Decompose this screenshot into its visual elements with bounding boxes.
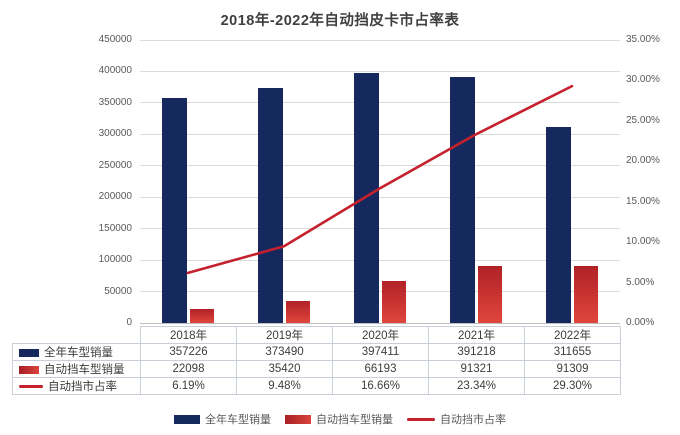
legend-label: 自动挡车型销量: [316, 414, 393, 426]
table-year-header: 2018年: [140, 326, 237, 344]
series-label: 自动挡车型销量: [44, 364, 125, 376]
table-row: 全年车型销量 357226 373490 397411 391218 311655: [12, 343, 621, 361]
left-axis-tick: 150000: [98, 222, 132, 234]
left-axis-tick: 200000: [98, 191, 132, 203]
gridline: [140, 102, 620, 104]
table-value-cell: 91321: [428, 360, 525, 378]
bar-red-swatch-icon: [19, 365, 39, 374]
gridline: [140, 70, 620, 72]
bar-全年车型销量: [258, 88, 283, 323]
bar-自动挡车型销量: [286, 300, 310, 323]
bar-navy-swatch-icon: [19, 348, 39, 357]
legend-label: 全年车型销量: [205, 414, 271, 426]
series-label: 自动挡市占率: [48, 381, 117, 393]
gridline: [140, 196, 620, 198]
table-value-cell: 29.30%: [524, 377, 621, 395]
table-row-label: 自动挡市占率: [12, 377, 141, 395]
right-axis-tick: 30.00%: [626, 74, 660, 86]
gridline: [140, 165, 620, 167]
bar-全年车型销量: [450, 76, 475, 323]
left-axis-tick: 100000: [98, 254, 132, 266]
table-value-cell: 16.66%: [332, 377, 429, 395]
table-row: 自动挡市占率 6.19% 9.48% 16.66% 23.34% 29.30%: [12, 377, 621, 395]
legend-label: 自动挡市占率: [440, 414, 506, 426]
left-axis-tick: 250000: [98, 159, 132, 171]
right-axis-tick: 25.00%: [626, 114, 660, 126]
bar-group-2020年: [332, 40, 428, 323]
chart-legend: 全年车型销量 自动挡车型销量 自动挡市占率: [0, 411, 680, 427]
left-axis-tick: 300000: [98, 128, 132, 140]
bar-全年车型销量: [354, 73, 379, 323]
left-axis-tick: 400000: [98, 65, 132, 77]
left-axis-tick: 450000: [98, 34, 132, 45]
bar-全年车型销量: [546, 127, 571, 323]
chart-title: 2018年-2022年自动挡皮卡市占率表: [220, 13, 460, 29]
table-value-cell: 35420: [236, 360, 333, 378]
right-axis-tick: 0.00%: [626, 317, 655, 328]
left-axis-tick: 0: [126, 317, 132, 328]
table-value-cell: 357226: [140, 343, 237, 361]
table-year-header: 2022年: [524, 326, 621, 344]
table-value-cell: 9.48%: [236, 377, 333, 395]
plot-area: [140, 39, 620, 324]
table-value-cell: 66193: [332, 360, 429, 378]
bar-自动挡车型销量: [190, 309, 214, 323]
table-year-header: 2019年: [236, 326, 333, 344]
table-row-label: 全年车型销量: [12, 343, 141, 361]
line-red-swatch-icon: [407, 417, 435, 421]
right-axis-tick: 10.00%: [626, 236, 660, 248]
gridline: [140, 291, 620, 293]
gridline: [140, 228, 620, 230]
table-value-cell: 311655: [524, 343, 621, 361]
bar-自动挡车型销量: [574, 265, 598, 323]
right-axis-tick: 15.00%: [626, 195, 660, 207]
right-axis-tick: 20.00%: [626, 155, 660, 167]
bar-全年车型销量: [162, 98, 187, 323]
table-corner-cell: [12, 326, 141, 344]
gridline: [140, 133, 620, 135]
table-value-cell: 23.34%: [428, 377, 525, 395]
gridline: [140, 259, 620, 261]
left-axis-tick: 50000: [104, 285, 132, 297]
table-year-header: 2021年: [428, 326, 525, 344]
legend-item: 自动挡车型销量: [285, 411, 393, 427]
bar-group-2021年: [428, 40, 524, 323]
table-year-header: 2020年: [332, 326, 429, 344]
legend-item: 全年车型销量: [174, 411, 271, 427]
table-header-row: 2018年 2019年 2020年 2021年 2022年: [12, 326, 621, 344]
table-value-cell: 6.19%: [140, 377, 237, 395]
gridline: [140, 39, 620, 41]
table-value-cell: 391218: [428, 343, 525, 361]
table-row-label: 自动挡车型销量: [12, 360, 141, 378]
bar-group-2019年: [236, 40, 332, 323]
left-axis-tick: 350000: [98, 96, 132, 108]
bar-red-swatch-icon: [285, 414, 311, 424]
gridline: [140, 322, 620, 324]
table-value-cell: 397411: [332, 343, 429, 361]
right-axis-tick: 5.00%: [626, 276, 655, 288]
series-label: 全年车型销量: [44, 347, 113, 359]
table-value-cell: 91309: [524, 360, 621, 378]
table-row: 自动挡车型销量 22098 35420 66193 91321 91309: [12, 360, 621, 378]
market-share-line: [186, 84, 574, 275]
bar-group-2022年: [524, 40, 620, 323]
bar-group-2018年: [140, 40, 236, 323]
bar-自动挡车型销量: [478, 265, 502, 323]
data-table: 2018年 2019年 2020年 2021年 2022年全年车型销量 357226 373…: [12, 326, 621, 395]
bar-navy-swatch-icon: [174, 414, 200, 424]
bar-自动挡车型销量: [382, 281, 406, 323]
right-axis-tick: 35.00%: [626, 34, 660, 45]
line-red-swatch-icon: [19, 385, 43, 389]
table-value-cell: 22098: [140, 360, 237, 378]
table-value-cell: 373490: [236, 343, 333, 361]
legend-item: 自动挡市占率: [407, 411, 506, 427]
